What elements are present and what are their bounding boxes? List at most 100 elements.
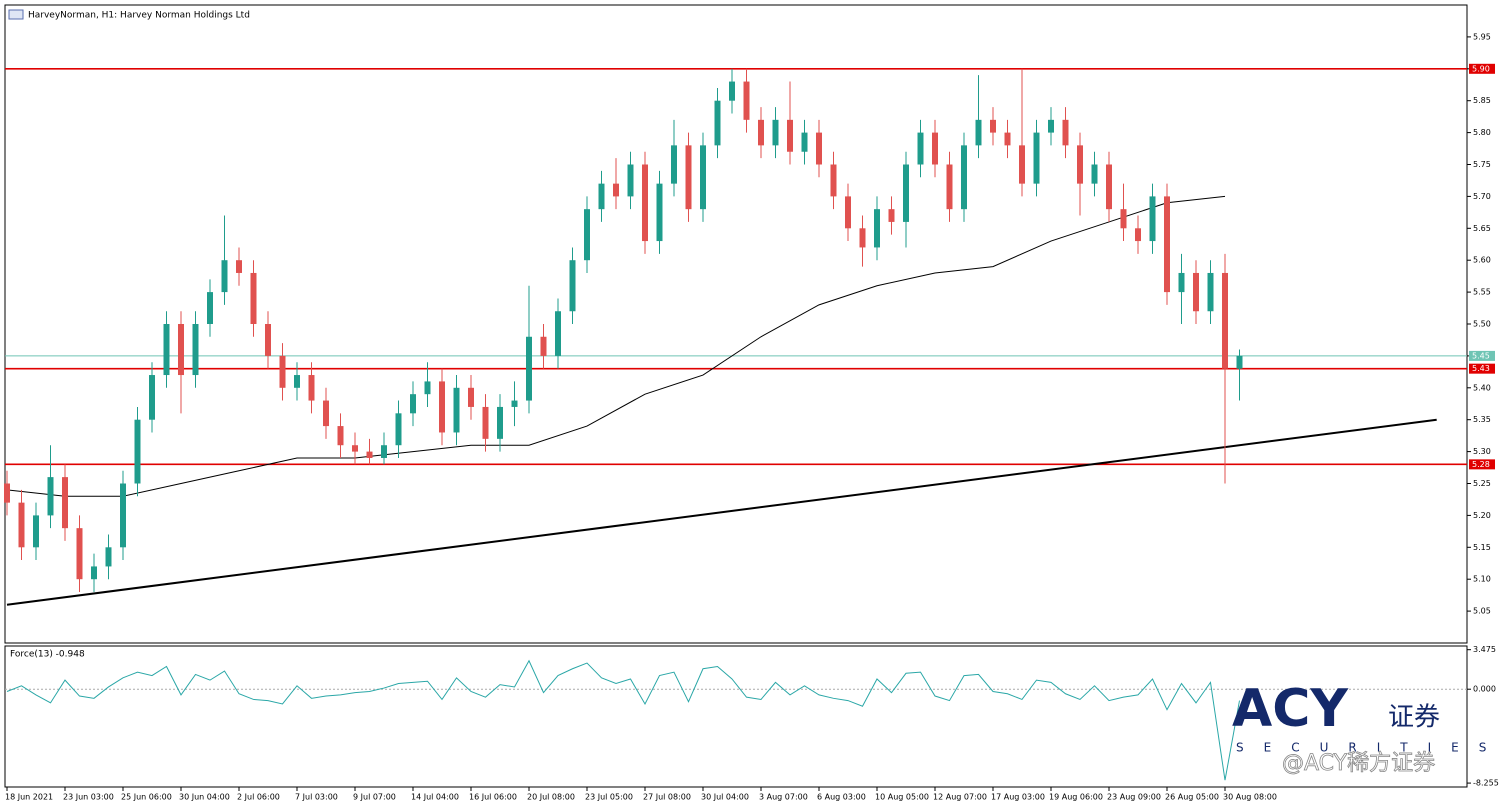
candle-body: [47, 477, 54, 516]
candle-body: [366, 451, 373, 458]
candle-body: [569, 260, 576, 312]
x-tick-label: 7 Jul 03:00: [295, 793, 338, 802]
candle-body: [381, 445, 387, 458]
y-tick-label: -8.255: [1473, 779, 1499, 788]
y-tick-label: 5.50: [1473, 320, 1491, 329]
x-tick-label: 23 Aug 09:00: [1107, 793, 1161, 802]
candle-body: [511, 400, 518, 407]
candle-body: [323, 400, 329, 427]
candle-body: [1019, 145, 1025, 184]
candle-body: [555, 311, 561, 356]
y-tick-label: 5.15: [1473, 543, 1491, 552]
x-tick-label: 3 Aug 07:00: [759, 793, 808, 802]
y-tick-label: 5.65: [1473, 224, 1491, 233]
candle-body: [598, 183, 605, 210]
y-tick-label: 5.95: [1473, 32, 1491, 41]
candle-body: [410, 394, 416, 414]
candle-body: [656, 183, 663, 242]
candle-body: [874, 209, 880, 248]
y-tick-label: 5.70: [1473, 192, 1491, 201]
logo-cn: 证券: [1388, 703, 1440, 733]
candle-body: [714, 100, 721, 146]
y-tick-label: 5.80: [1473, 128, 1491, 137]
y-tick-label: 5.05: [1473, 607, 1491, 616]
y-tick-label: 5.55: [1473, 288, 1491, 297]
y-tick-label: 5.30: [1473, 447, 1491, 456]
chart-title: HarveyNorman, H1: Harvey Norman Holdings…: [28, 11, 250, 21]
level-tag: [1469, 350, 1495, 361]
candle-body: [1120, 209, 1127, 229]
candle-body: [395, 413, 402, 446]
x-tick-label: 20 Jul 08:00: [527, 793, 575, 802]
y-tick-label: 5.35: [1473, 415, 1491, 424]
level-tag: [1469, 363, 1495, 374]
candle-body: [250, 272, 257, 324]
candle-body: [917, 132, 924, 165]
candle-body: [830, 164, 837, 197]
candle-body: [903, 164, 909, 222]
candle-body: [192, 324, 199, 376]
candle-body: [526, 336, 532, 401]
candle-body: [33, 515, 39, 548]
y-tick-label: 5.40: [1473, 383, 1491, 392]
candle-body: [352, 445, 358, 452]
candle-body: [1193, 272, 1199, 312]
candle-body: [685, 145, 692, 210]
candle-body: [308, 375, 315, 401]
candle-body: [990, 119, 996, 133]
x-tick-label: 19 Aug 06:00: [1049, 793, 1103, 802]
level-label: 5.28: [1472, 460, 1490, 469]
candle-body: [1062, 119, 1069, 146]
candle-body: [1106, 164, 1112, 210]
candle-body: [1222, 272, 1228, 369]
level-label: 5.90: [1472, 64, 1490, 73]
candle-body: [772, 119, 779, 146]
x-tick-label: 6 Aug 03:00: [817, 793, 866, 802]
y-tick-label: 5.60: [1473, 256, 1491, 265]
candle-body: [221, 260, 228, 293]
candle-body: [1149, 196, 1156, 242]
candle-body: [613, 183, 619, 197]
candle-body: [424, 381, 431, 395]
candle-body: [888, 209, 895, 222]
candle-body: [1048, 119, 1054, 133]
level-label: 5.43: [1472, 364, 1490, 373]
y-tick-label: 3.475: [1473, 645, 1496, 654]
candle-body: [149, 375, 155, 420]
moving-average: [6, 195, 1226, 497]
candle-body: [932, 132, 938, 165]
candle-body: [439, 381, 445, 433]
candle-body: [207, 292, 213, 324]
candle-body: [18, 502, 25, 548]
force-line: [6, 659, 1240, 781]
candle-body: [265, 324, 271, 356]
y-tick-label: 5.20: [1473, 511, 1491, 520]
logo-sub: SECURITIES: [1236, 741, 1506, 755]
y-tick-label: 5.75: [1473, 160, 1491, 169]
candle-body: [1077, 145, 1083, 184]
candle-body: [1164, 196, 1170, 293]
candle-body: [961, 145, 967, 210]
x-tick-label: 9 Jul 07:00: [353, 793, 396, 802]
handle: @ACY稀方证券: [1282, 751, 1435, 776]
logo: ACY: [1232, 679, 1349, 739]
candle-body: [816, 132, 822, 165]
x-tick-label: 17 Aug 03:00: [991, 793, 1045, 802]
level-tag: [1469, 459, 1495, 470]
candle-body: [482, 406, 489, 439]
y-tick-label: 0.000: [1473, 685, 1496, 694]
candle-body: [76, 528, 83, 580]
candle-body: [1033, 132, 1040, 184]
candle-body: [975, 119, 982, 146]
x-tick-label: 30 Aug 08:00: [1223, 793, 1277, 802]
candle-body: [1004, 132, 1011, 146]
candle-body: [627, 164, 634, 197]
candle-body: [279, 355, 286, 388]
candle-body: [91, 566, 97, 580]
x-tick-label: 27 Jul 08:00: [643, 793, 691, 802]
candle-body: [859, 228, 866, 248]
candle-body: [845, 196, 851, 229]
y-tick-label: 5.85: [1473, 96, 1491, 105]
candle-body: [1236, 355, 1243, 369]
y-tick-label: 5.25: [1473, 479, 1491, 488]
